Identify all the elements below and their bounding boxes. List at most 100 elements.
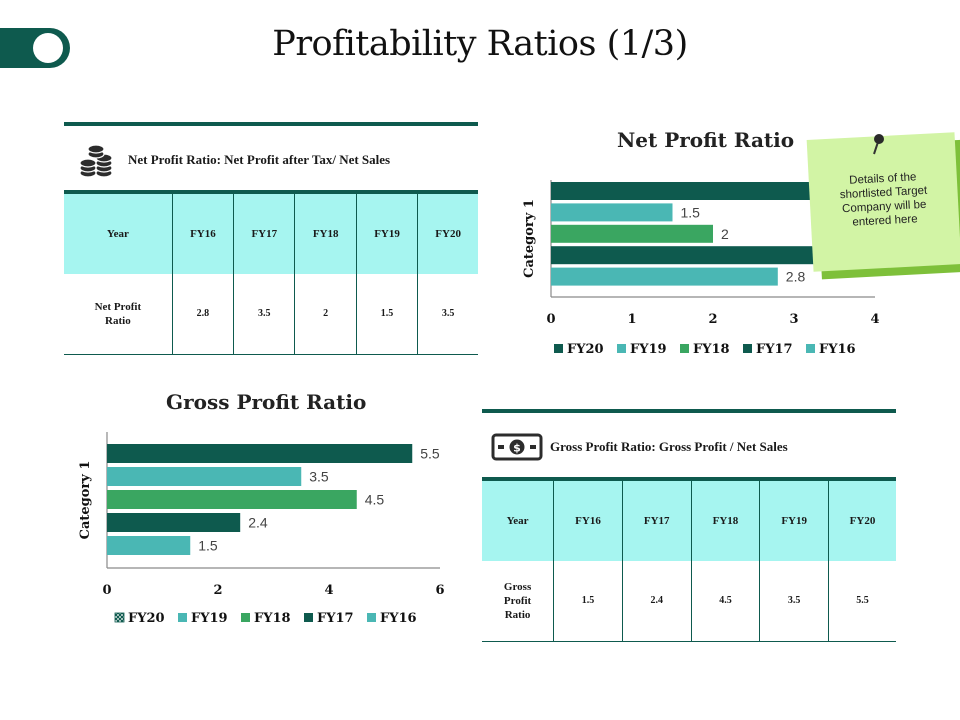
table-cell: 3.5: [233, 274, 296, 355]
legend-label-fy19: FY19: [191, 611, 228, 626]
column-header: Year: [64, 194, 173, 274]
legend-label-fy20: FY20: [567, 342, 604, 357]
x-tick-label: 2: [213, 583, 222, 598]
sticky-note-line: entered here: [852, 213, 918, 229]
legend-marker-fy16: [806, 344, 815, 353]
category-label: Category 1: [78, 461, 93, 540]
bar-fy16: [551, 267, 778, 286]
top-rule: [482, 409, 896, 413]
legend-marker-fy18: [241, 613, 250, 622]
table-row: Net Profit Ratio 2.8 3.5 2 1.5 3.5: [64, 274, 478, 355]
data-label: 3.5: [309, 469, 329, 485]
table-cell: 2.4: [622, 561, 692, 642]
mid-rule: [482, 477, 896, 481]
column-header: FY17: [622, 481, 692, 561]
page-title: Profitability Ratios (1/3): [272, 24, 688, 64]
column-header: FY18: [691, 481, 761, 561]
data-label: 5.5: [420, 446, 440, 462]
x-tick-label: 6: [435, 583, 444, 598]
x-tick-label: 0: [546, 312, 555, 327]
toggle-decoration: [0, 28, 70, 68]
net-profit-chart: 1.5 2 2.8 0 1 2 3 4 Category 1 FY20 FY19 FY18 FY17 FY…: [522, 180, 880, 357]
net-profit-table-header-text: Net Profit Ratio: Net Profit after Tax/ …: [128, 152, 391, 167]
bar-fy17: [107, 513, 241, 532]
legend-label-fy16: FY16: [819, 342, 856, 357]
data-label: 4.5: [365, 492, 385, 508]
net-chart-title: Net Profit Ratio: [617, 128, 795, 152]
sticky-note-text: Details of the shortlisted Target Compan…: [823, 169, 946, 231]
gross-profit-table-header-text: Gross Profit Ratio: Gross Profit / Net S…: [550, 439, 788, 454]
net-profit-table: Year FY16 FY17 FY18 FY19 FY20 Net Profit…: [64, 194, 478, 355]
gross-profit-chart: 5.5 3.5 4.5 2.4 1.5 0 2 4 6 Category 1 FY20 FY19 FY1…: [78, 432, 445, 626]
legend-label-fy20: FY20: [128, 611, 165, 626]
mid-rule: [64, 190, 478, 194]
data-label: 2.4: [248, 515, 268, 531]
table-header-row: Year FY16 FY17 FY18 FY19 FY20: [482, 481, 896, 561]
toggle-knob: [33, 33, 63, 63]
column-header: FY20: [417, 194, 478, 274]
legend-marker-fy17: [743, 344, 752, 353]
table-cell: 2: [294, 274, 357, 355]
pushpin-icon: [873, 134, 884, 155]
gross-profit-table-header: $ Gross Profit Ratio: Gross Profit / Net…: [482, 417, 896, 477]
bar-fy16: [107, 536, 191, 555]
net-profit-table-block: Net Profit Ratio: Net Profit after Tax/ …: [64, 122, 478, 358]
svg-text:$: $: [513, 442, 521, 455]
bar-fy19: [107, 467, 302, 486]
x-tick-label: 1: [627, 312, 636, 327]
column-header: FY17: [233, 194, 296, 274]
row-label: Gross Profit Ratio: [482, 561, 555, 642]
x-tick-label: 2: [708, 312, 717, 327]
bar-fy19: [551, 203, 673, 222]
column-header: Year: [482, 481, 555, 561]
legend-marker-fy18: [680, 344, 689, 353]
column-header: FY19: [356, 194, 419, 274]
table-cell: 5.5: [828, 561, 896, 642]
legend-label-fy17: FY17: [317, 611, 354, 626]
x-tick-label: 0: [102, 583, 111, 598]
legend-marker-fy20: [114, 612, 125, 623]
data-label: 1.5: [198, 538, 218, 554]
legend-label-fy19: FY19: [630, 342, 667, 357]
table-header-row: Year FY16 FY17 FY18 FY19 FY20: [64, 194, 478, 274]
row-label-line: Net Profit: [94, 300, 142, 313]
table-cell: 4.5: [691, 561, 761, 642]
gross-profit-table: Year FY16 FY17 FY18 FY19 FY20 Gross Prof…: [482, 481, 896, 642]
row-label: Net Profit Ratio: [64, 274, 173, 355]
legend-label-fy16: FY16: [380, 611, 417, 626]
gross-profit-table-block: $ Gross Profit Ratio: Gross Profit / Net…: [482, 409, 896, 645]
row-label-line: Gross: [503, 580, 532, 593]
column-header: FY18: [294, 194, 357, 274]
legend-marker-fy19: [178, 613, 187, 622]
legend-marker-fy17: [304, 613, 313, 622]
top-rule: [64, 122, 478, 126]
row-label-line: Ratio: [105, 314, 131, 327]
sticky-note-line: Details of the: [848, 171, 917, 187]
gross-chart-title: Gross Profit Ratio: [166, 390, 367, 414]
legend-marker-fy16: [367, 613, 376, 622]
legend-marker-fy19: [617, 344, 626, 353]
legend-label-fy17: FY17: [756, 342, 793, 357]
row-label-line: Profit: [503, 594, 532, 607]
bar-fy17: [551, 246, 835, 265]
legend-label-fy18: FY18: [254, 611, 291, 626]
column-header: FY20: [828, 481, 896, 561]
net-profit-table-header: Net Profit Ratio: Net Profit after Tax/ …: [64, 130, 478, 190]
category-label: Category 1: [522, 199, 537, 278]
legend-marker-fy20: [554, 344, 563, 353]
money-bill-icon: $: [491, 433, 543, 461]
table-cell: 3.5: [417, 274, 478, 355]
data-label: 2: [721, 226, 729, 242]
table-cell: 2.8: [172, 274, 235, 355]
data-label: 1.5: [681, 204, 701, 220]
column-header: FY19: [759, 481, 830, 561]
row-label-line: Ratio: [504, 608, 531, 621]
table-row: Gross Profit Ratio 1.5 2.4 4.5 3.5 5.5: [482, 561, 896, 642]
x-tick-label: 4: [870, 312, 879, 327]
table-cell: 3.5: [759, 561, 830, 642]
bar-fy18: [551, 224, 713, 243]
coins-stack-icon: [79, 144, 113, 178]
x-tick-label: 3: [789, 312, 798, 327]
column-header: FY16: [553, 481, 623, 561]
bar-fy20: [107, 444, 413, 463]
